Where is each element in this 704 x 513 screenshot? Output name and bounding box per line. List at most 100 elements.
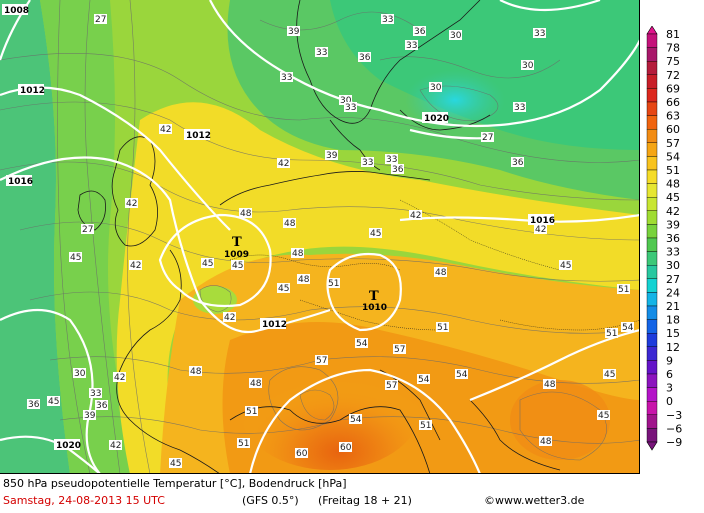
temp-label-bg xyxy=(385,154,398,164)
temp-label-bg xyxy=(169,458,182,468)
scale-swatch xyxy=(646,401,658,416)
temp-label: 51 xyxy=(606,329,617,339)
scale-label: −9 xyxy=(666,436,682,449)
temp-label: 45 xyxy=(598,411,609,421)
model-name: (GFS 0.5°) xyxy=(242,494,299,507)
scale-swatch xyxy=(646,47,658,62)
scale-label: 72 xyxy=(666,69,680,82)
temp-label-bg xyxy=(277,283,290,293)
footer: 850 hPa pseudopotentielle Temperatur [°C… xyxy=(0,474,704,513)
temp-label: 33 xyxy=(406,41,417,51)
temp-label: 48 xyxy=(298,275,310,285)
temp-label: 33 xyxy=(345,103,356,113)
scale-arrow-top xyxy=(646,25,658,35)
temp-label: 39 xyxy=(288,27,300,37)
scale-label: 3 xyxy=(666,382,673,395)
temp-label-bg xyxy=(94,14,107,24)
scale-label: 0 xyxy=(666,395,673,408)
scale-label: 66 xyxy=(666,96,680,109)
scale-label: 75 xyxy=(666,55,680,68)
temp-label-bg xyxy=(295,448,308,458)
scale-label: 12 xyxy=(666,341,680,354)
temp-label: 27 xyxy=(95,15,106,25)
temp-label: 36 xyxy=(28,400,40,410)
temp-label-bg xyxy=(603,369,616,379)
temp-label-bg xyxy=(385,380,398,390)
scale-swatch xyxy=(646,278,658,293)
scale-swatch xyxy=(646,101,658,116)
scale-label: 33 xyxy=(666,246,680,259)
temp-label-bg xyxy=(621,322,634,332)
temp-label: 48 xyxy=(190,367,202,377)
temp-label: 36 xyxy=(359,53,371,63)
temp-label: 42 xyxy=(278,159,289,169)
temp-label-bg xyxy=(381,14,394,24)
temp-field-yellow xyxy=(116,102,639,473)
temp-label: 57 xyxy=(394,345,405,355)
temp-label-bg xyxy=(47,396,60,406)
temp-label-bg xyxy=(223,312,236,322)
temp-label-bg xyxy=(239,208,252,218)
temp-label: 54 xyxy=(456,370,468,380)
scale-swatch xyxy=(646,387,658,402)
map-description: 850 hPa pseudopotentielle Temperatur [°C… xyxy=(3,477,347,490)
map-canvas: 1008 1012 1012 1012 1016 1016 1020 1020 … xyxy=(0,0,639,473)
temp-label: 60 xyxy=(340,443,352,453)
scale-swatch xyxy=(646,210,658,225)
temp-label: 45 xyxy=(202,259,213,269)
color-scale: 81 78 75 72 69 66 63 60 57 54 51 48 45 42 39 36 33 30 27 24… xyxy=(642,25,704,456)
temp-label-bg xyxy=(481,132,494,142)
temp-label: 33 xyxy=(90,389,101,399)
scale-label: 63 xyxy=(666,110,680,123)
temp-label-bg xyxy=(513,102,526,112)
scale-swatch xyxy=(646,237,658,252)
temp-label: 33 xyxy=(316,48,327,58)
isobar-label: 1012 xyxy=(20,86,45,96)
temp-label: 42 xyxy=(110,441,121,451)
temp-label: 45 xyxy=(170,459,181,469)
temp-label-bg xyxy=(201,258,214,268)
temp-label-bg xyxy=(605,328,618,338)
temp-label-bg xyxy=(249,378,262,388)
temp-label: 51 xyxy=(328,279,339,289)
temp-label: 36 xyxy=(414,27,426,37)
temp-label: 30 xyxy=(430,83,442,93)
scale-swatch xyxy=(646,251,658,266)
scale-label: 51 xyxy=(666,164,680,177)
temp-label: 33 xyxy=(534,29,545,39)
temp-label-bg xyxy=(349,414,362,424)
temp-label-bg xyxy=(327,278,340,288)
temp-label-bg xyxy=(81,224,94,234)
credit-link[interactable]: ©www.wetter3.de xyxy=(484,494,585,507)
scale-label: 42 xyxy=(666,205,680,218)
temp-label: 45 xyxy=(604,370,615,380)
scale-label: 27 xyxy=(666,273,680,286)
temp-label-bg xyxy=(597,410,610,420)
temp-label-bg xyxy=(339,442,352,452)
scale-arrow-bottom xyxy=(646,441,658,451)
isobar-label: 1012 xyxy=(186,131,211,141)
temp-label: 45 xyxy=(278,284,289,294)
temp-label-bg xyxy=(413,26,426,36)
temp-label: 42 xyxy=(224,313,235,323)
scale-swatch xyxy=(646,360,658,375)
scale-swatch xyxy=(646,346,658,361)
scale-label: −3 xyxy=(666,409,682,422)
scale-swatch xyxy=(646,142,658,157)
temp-label-bg xyxy=(409,210,422,220)
temp-label-bg xyxy=(533,28,546,38)
temp-label: 48 xyxy=(544,380,556,390)
scale-label: −6 xyxy=(666,422,682,435)
temp-label-bg xyxy=(189,366,202,376)
temp-label: 54 xyxy=(622,323,634,333)
temp-label-bg xyxy=(231,260,244,270)
temp-label: 45 xyxy=(560,261,571,271)
temp-label: 60 xyxy=(296,449,308,459)
temp-label-bg xyxy=(405,40,418,50)
temp-label-bg xyxy=(455,369,468,379)
isobar-label: 1020 xyxy=(424,114,449,124)
temp-label-bg xyxy=(521,60,534,70)
temp-labels: 2739333336303330303333362730333336334245… xyxy=(27,14,634,469)
temp-label: 48 xyxy=(250,379,262,389)
temp-label-bg xyxy=(315,47,328,57)
